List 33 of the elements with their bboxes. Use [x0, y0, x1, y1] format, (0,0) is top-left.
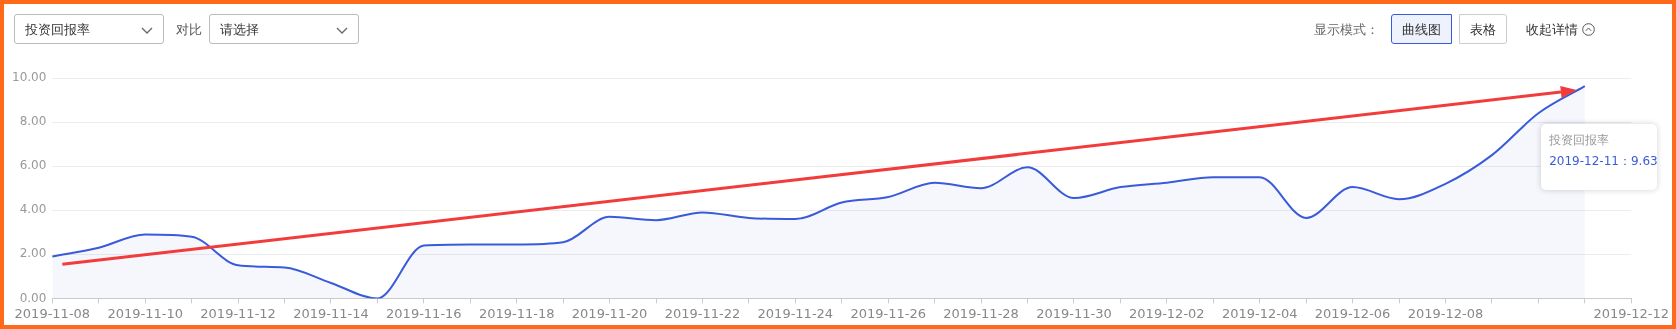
y-tick-label: 0.00	[19, 290, 47, 305]
x-tick-label: 2019-11-24	[757, 305, 834, 321]
text: 对比	[176, 21, 202, 39]
x-tick-label: 2019-12-04	[1221, 305, 1298, 321]
x-tick-label: 2019-12-02	[1129, 305, 1205, 321]
text: 请选择	[209, 14, 359, 44]
x-tick-label: 2019-11-22	[664, 305, 741, 321]
x-tick-label: 2019-11-26	[850, 305, 927, 321]
x-tick-label: 2019-11-20	[571, 305, 648, 321]
y-tick-label: 4.00	[19, 202, 47, 217]
x-tick-label: 2019-11-10	[107, 305, 184, 321]
x-tick-label: 2019-11-28	[943, 305, 1019, 321]
x-tick-label: 2019-11-30	[1036, 305, 1112, 321]
text: 投资回报率	[25, 22, 90, 37]
y-tick-label: 2.00	[19, 246, 47, 261]
y-tick-label: 8.00	[19, 114, 47, 129]
x-tick-label: 2019-11-18	[478, 305, 555, 321]
x-tick-label: 2019-12-08	[1407, 305, 1484, 321]
x-tick-label: 2019-11-08	[14, 305, 91, 321]
text: 显示模式：	[1314, 21, 1379, 39]
text: 收起详情	[1526, 21, 1578, 39]
text: 曲线图	[1391, 14, 1452, 44]
y-tick-label: 6.00	[19, 158, 47, 173]
text: 表格	[1459, 14, 1507, 44]
series-label: 投资回报率	[1549, 132, 1611, 150]
x-tick-label: 2019-11-12	[200, 305, 276, 321]
x-tick-label: 2019-11-14	[293, 305, 369, 321]
x-tick-label: 2019-11-16	[386, 305, 462, 321]
x-tick-label: 2019-12-06	[1314, 305, 1391, 321]
tooltip: 投资回报率 2019-12-11：9.63	[1541, 124, 1658, 191]
x-tick-label: 2019-12-12	[1593, 305, 1670, 321]
y-tick-label: 10.00	[11, 70, 47, 85]
annotation: 2019-12-11：9.63	[1549, 153, 1658, 171]
